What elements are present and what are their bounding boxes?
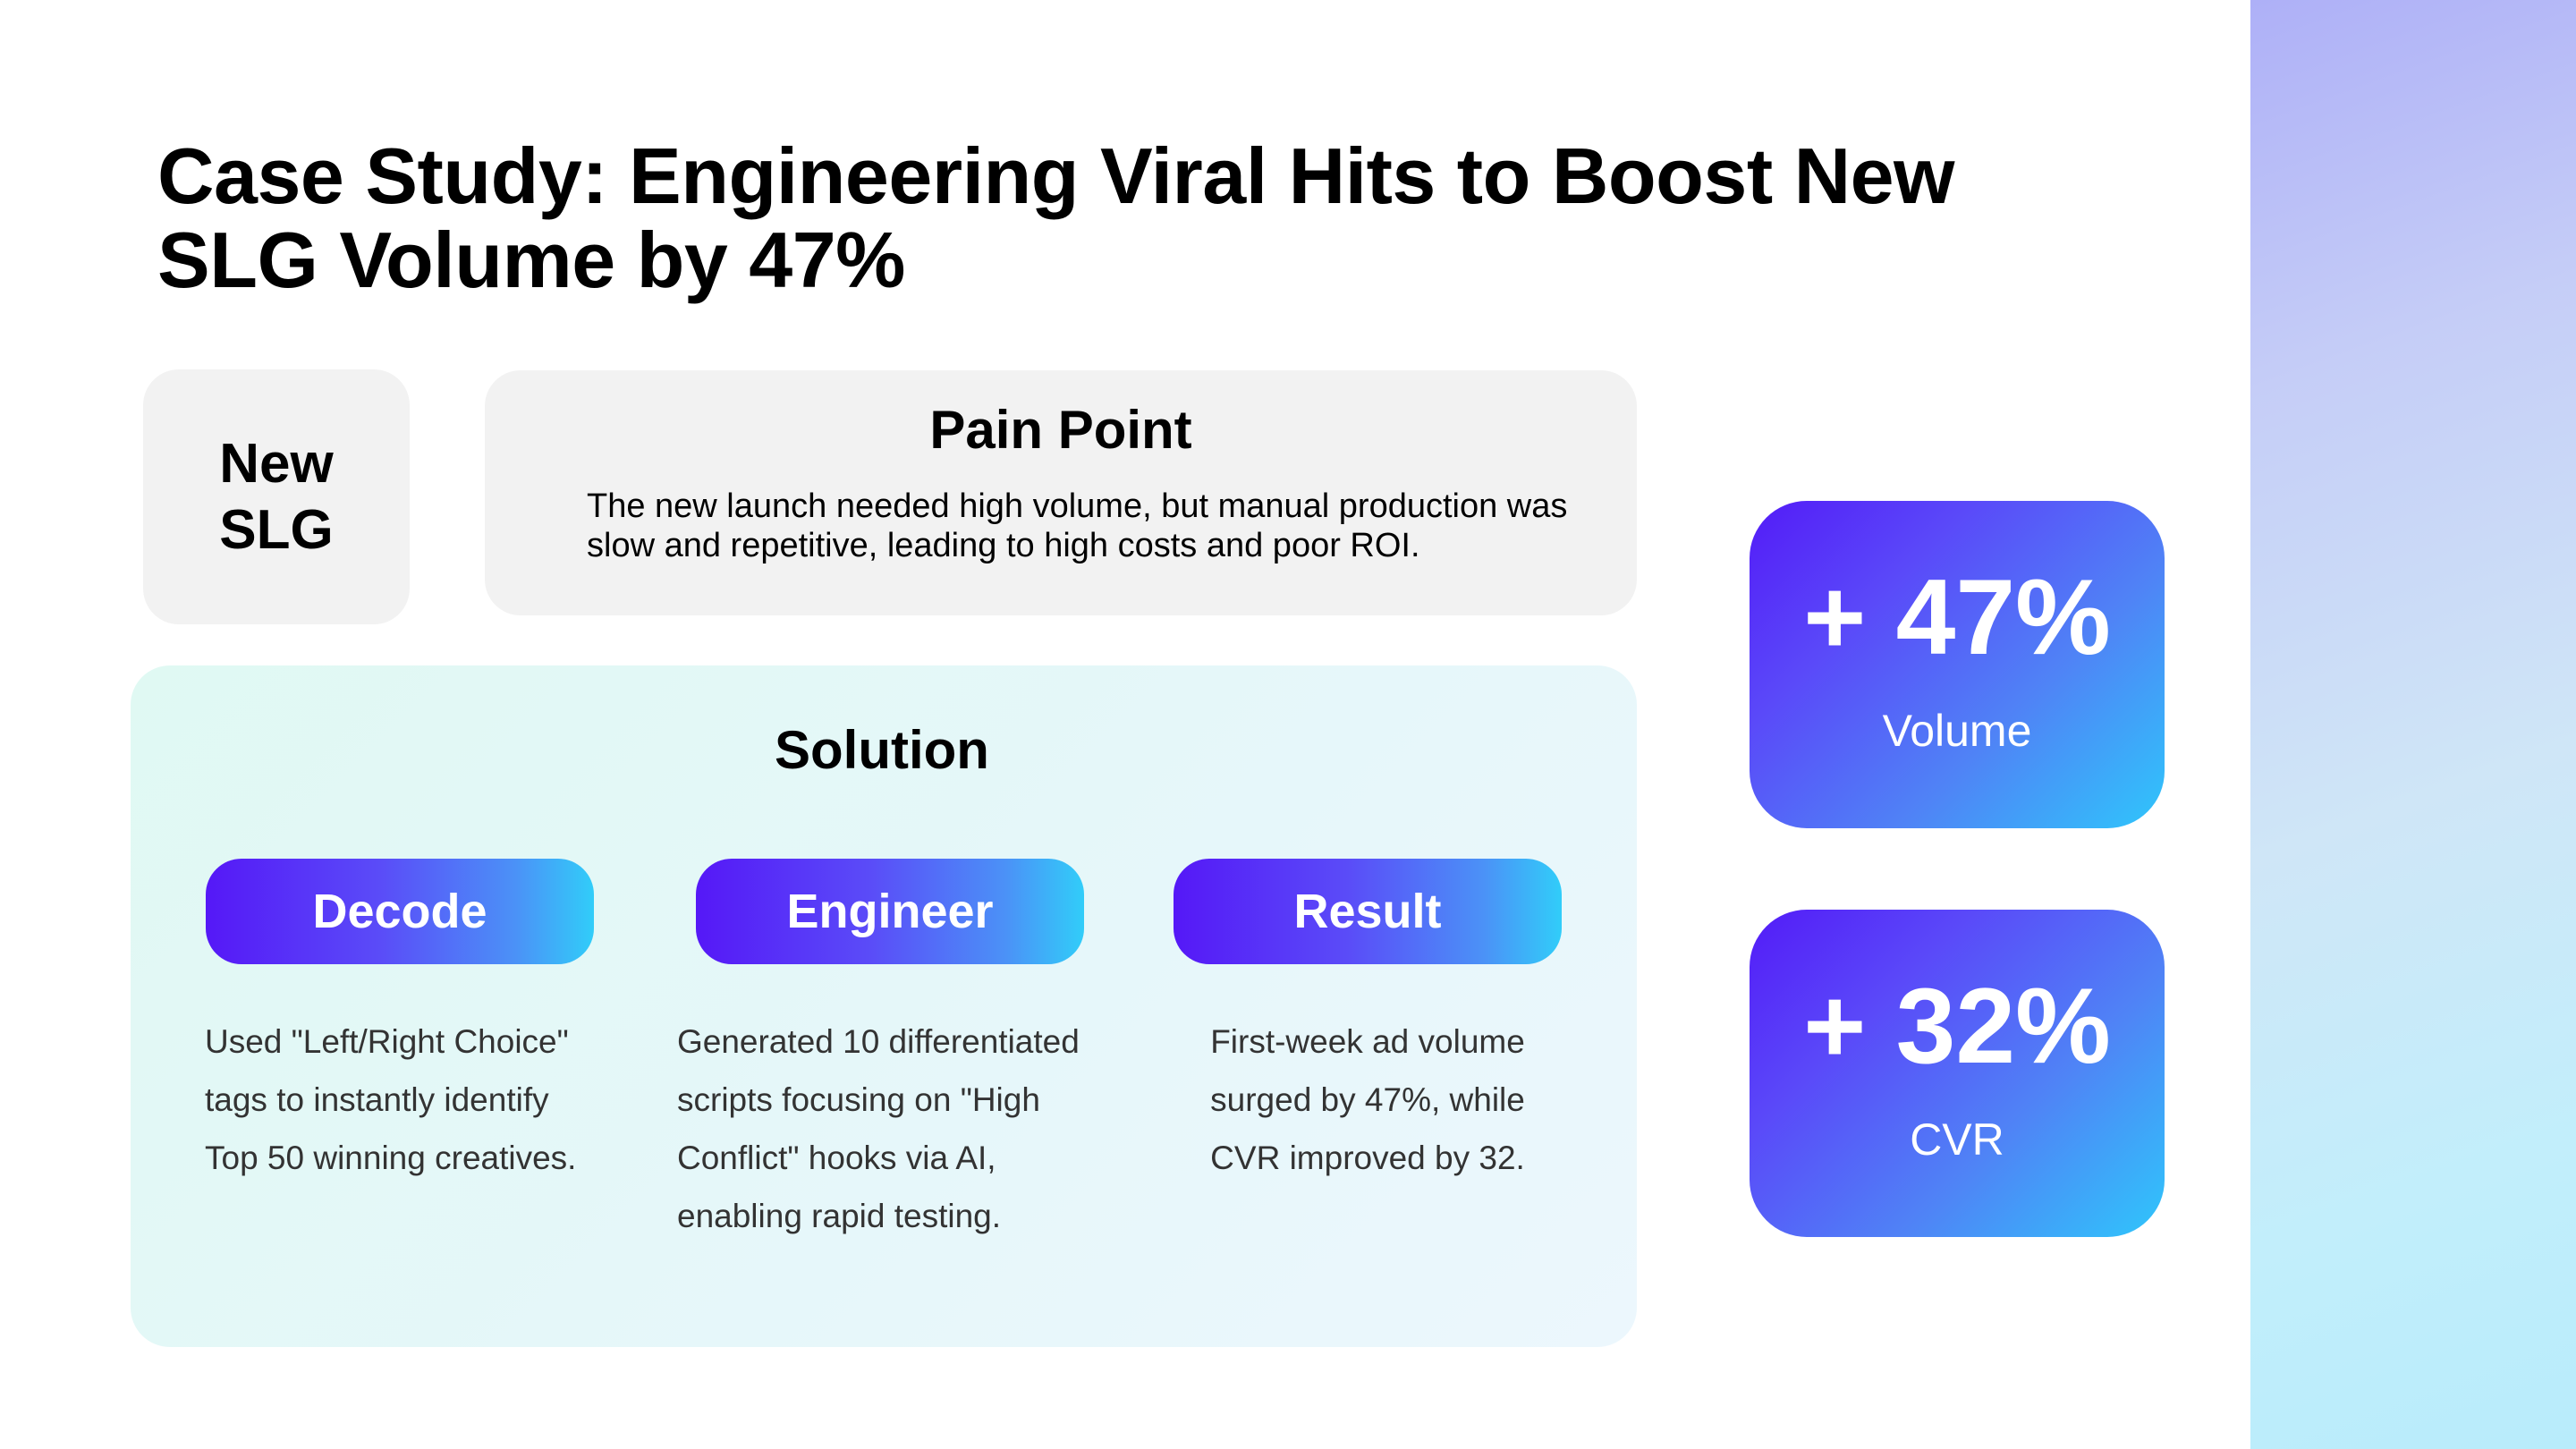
step-result-pill: Result <box>1174 859 1562 964</box>
pain-point-title: Pain Point <box>929 400 1192 460</box>
step-decode-pill: Decode <box>206 859 594 964</box>
step-result-text: First-week ad volume surged by 47%, whil… <box>1210 1023 1525 1176</box>
stat-cvr-label: CVR <box>1910 1114 2004 1165</box>
stat-card-cvr: + 32% CVR <box>1750 910 2165 1237</box>
solution-card: Solution Decode Used "Left/Right Choice"… <box>131 665 1637 1347</box>
tag-label: New SLG <box>219 432 334 561</box>
stat-cvr-value: + 32% <box>1803 966 2111 1086</box>
side-gradient-panel <box>2250 0 2576 1449</box>
step-decode-text: Used "Left/Right Choice" tags to instant… <box>205 1023 577 1176</box>
stat-card-volume: + 47% Volume <box>1750 501 2165 828</box>
solution-title: Solution <box>775 720 989 780</box>
pain-point-body: The new launch needed high volume, but m… <box>587 487 1568 564</box>
step-engineer-text: Generated 10 differentiated scripts focu… <box>677 1023 1080 1234</box>
pain-point-card: Pain Point The new launch needed high vo… <box>485 370 1637 615</box>
stat-volume-label: Volume <box>1882 706 2032 756</box>
step-engineer-pill: Engineer <box>696 859 1084 964</box>
slide-title: Case Study: Engineering Viral Hits to Bo… <box>157 131 1955 304</box>
stat-volume-value: + 47% <box>1803 557 2111 677</box>
tag-card: New SLG <box>143 369 410 624</box>
